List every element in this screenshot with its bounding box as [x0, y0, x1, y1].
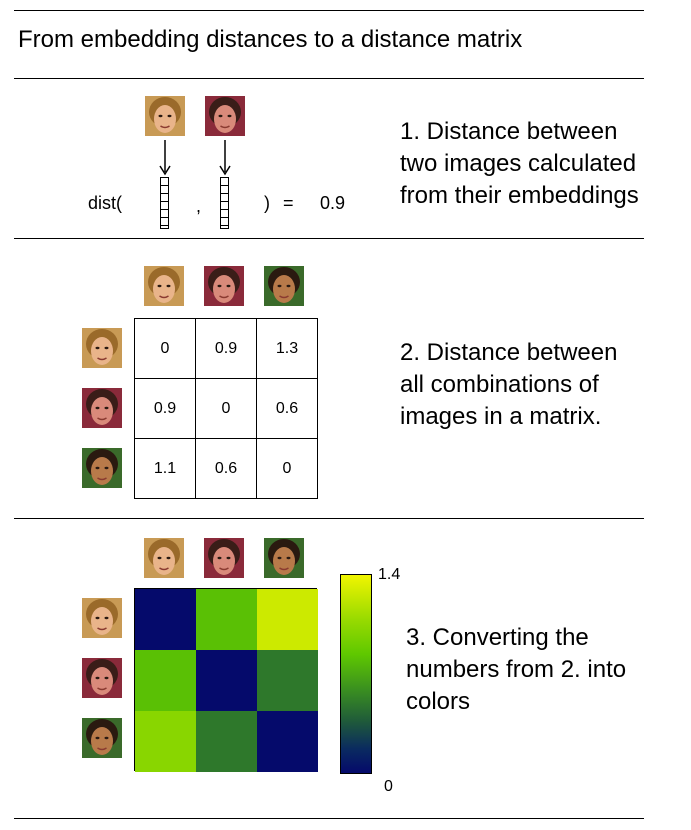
dist-function-label: dist( — [88, 193, 123, 213]
face-c-image — [264, 266, 304, 306]
matrix-row: 0.9 0 0.6 — [134, 378, 318, 439]
colorbar-min-label: 0 — [384, 778, 393, 795]
heatmap-cell — [135, 589, 196, 650]
heatmap-cell — [135, 650, 196, 711]
matrix-cell: 0 — [134, 318, 196, 379]
matrix-cell: 1.1 — [134, 438, 196, 499]
rule-after-step2 — [14, 518, 644, 519]
step1-caption: 1. Distance between two images calculate… — [400, 118, 639, 209]
step3-caption: 3. Converting the numbers from 2. into c… — [406, 624, 627, 715]
matrix-cell: 1.3 — [256, 318, 318, 379]
distance-value: 0.9 — [320, 193, 346, 213]
face-c-image — [264, 538, 304, 578]
face-a-image — [82, 598, 122, 638]
face-b-image — [82, 658, 122, 698]
rule-after-step1 — [14, 238, 644, 239]
arrow-down-icon — [219, 140, 231, 176]
rule-after-title — [14, 78, 644, 79]
distance-heatmap — [134, 588, 318, 772]
arrow-down-icon — [159, 140, 171, 176]
face-a-image — [144, 538, 184, 578]
top-rule — [14, 10, 644, 11]
face-a-image — [82, 328, 122, 368]
heatmap-cell — [135, 711, 196, 772]
matrix-cell: 0.9 — [195, 318, 257, 379]
face-b-image — [204, 266, 244, 306]
face-b-image — [82, 388, 122, 428]
heatmap-cell — [257, 589, 318, 650]
matrix-cell: 0.6 — [195, 438, 257, 499]
face-a-image — [145, 96, 185, 136]
matrix-cell: 0 — [195, 378, 257, 439]
embedding-vector-a — [160, 177, 169, 229]
face-b-image — [204, 538, 244, 578]
matrix-cell: 0.9 — [134, 378, 196, 439]
face-c-image — [82, 448, 122, 488]
face-b-image — [205, 96, 245, 136]
step2-caption: 2. Distance between all combinations of … — [400, 339, 618, 430]
matrix-cell: 0 — [256, 438, 318, 499]
comma-separator: , — [196, 196, 202, 216]
distance-matrix: 0 0.9 1.3 0.9 0 0.6 1.1 0.6 0 — [134, 318, 318, 499]
embedding-vector-b — [220, 177, 229, 229]
heatmap-cell — [196, 589, 257, 650]
colorbar — [340, 574, 372, 774]
diagram-title: From embedding distances to a distance m… — [18, 26, 523, 53]
heatmap-cell — [257, 711, 318, 772]
heatmap-cell — [196, 650, 257, 711]
close-paren-equals: ) = — [264, 193, 294, 213]
face-c-image — [82, 718, 122, 758]
heatmap-cell — [196, 711, 257, 772]
matrix-row: 1.1 0.6 0 — [134, 438, 318, 499]
matrix-row: 0 0.9 1.3 — [134, 318, 318, 379]
bottom-rule — [14, 818, 644, 819]
heatmap-cell — [257, 650, 318, 711]
matrix-cell: 0.6 — [256, 378, 318, 439]
colorbar-max-label: 1.4 — [378, 566, 401, 583]
face-a-image — [144, 266, 184, 306]
